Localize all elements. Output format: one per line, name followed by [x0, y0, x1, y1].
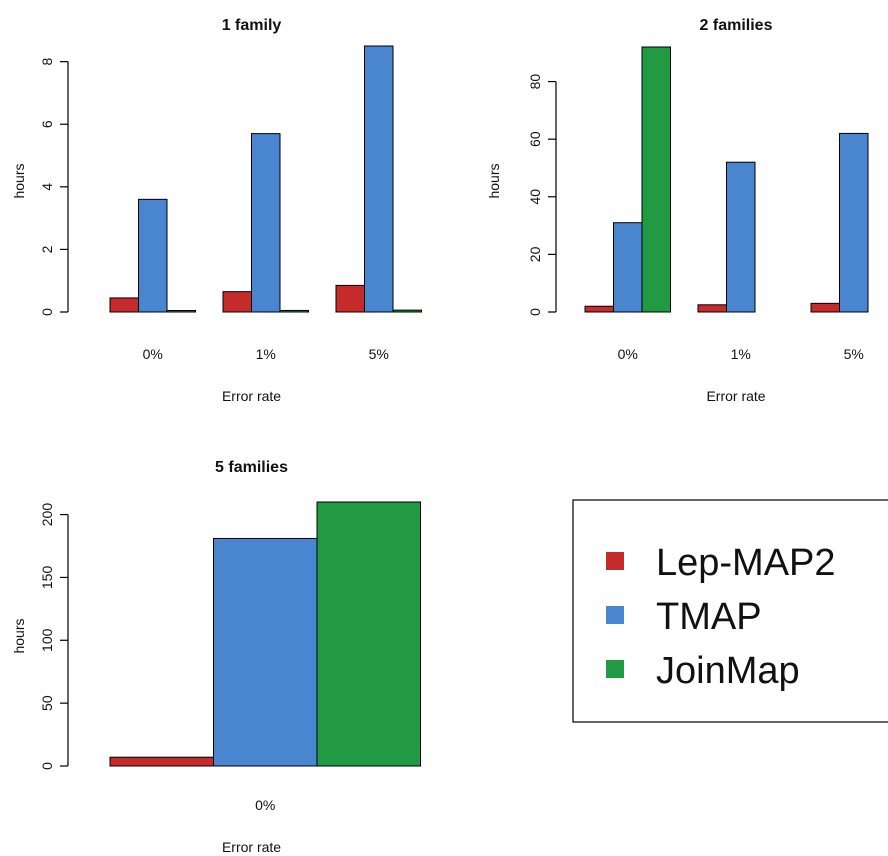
bar-joinmap-0	[641, 46, 671, 313]
y-tick-label: 80	[527, 74, 543, 90]
x-category-label: 0%	[618, 346, 638, 362]
bar-tmap-1	[726, 161, 756, 313]
legend-label-lep-map2: Lep-MAP2	[656, 542, 836, 584]
y-tick-label: 6	[39, 120, 55, 128]
bar-joinmap-0	[316, 501, 421, 767]
x-category-label: 5%	[369, 346, 389, 362]
y-tick-label: 150	[39, 566, 55, 590]
y-tick-label: 40	[527, 189, 543, 205]
y-tick-label: 4	[39, 183, 55, 191]
legend-box	[572, 499, 888, 723]
x-axis-label: Error rate	[222, 839, 281, 855]
y-tick-label: 60	[527, 131, 543, 147]
bar-lep-map2-5	[810, 302, 840, 313]
chart-5-families: 5 families 0 50 100 150 200 hours 0% Error rate	[11, 459, 421, 855]
bar-lep-map2-1	[697, 304, 727, 313]
legend-label-joinmap: JoinMap	[656, 650, 800, 692]
y-tick-label: 8	[39, 58, 55, 66]
x-category-label: 0%	[143, 346, 163, 362]
bar-tmap-0	[138, 198, 168, 313]
legend-swatch-lep-map2	[606, 552, 624, 570]
bar-tmap-1	[251, 133, 281, 313]
bar-lep-map2-1	[222, 291, 252, 313]
bar-tmap-5	[364, 45, 394, 313]
legend-swatch-joinmap	[606, 660, 624, 678]
chart-title: 5 families	[215, 459, 288, 476]
bar-tmap-5	[839, 132, 869, 313]
y-axis-label: hours	[11, 618, 27, 653]
bar-tmap-0	[213, 537, 318, 767]
bar-lep-map2-0	[584, 305, 614, 313]
bar-lep-map2-5	[335, 284, 365, 313]
bar-joinmap-1	[279, 309, 309, 313]
y-tick-label: 0	[39, 308, 55, 316]
bar-lep-map2-0	[109, 756, 214, 767]
y-tick-label: 0	[527, 308, 543, 316]
y-axis-label: hours	[11, 163, 27, 198]
y-tick-label: 2	[39, 245, 55, 253]
y-tick-label: 0	[39, 762, 55, 770]
chart-2-families: 2 families 0 20 40 60 80 hours 0% 1% 5% Error rate	[486, 17, 869, 404]
chart-1-family: 1 family 0 2 4 6 8 hours 0% 1% 5% Error rate	[11, 17, 422, 404]
x-category-label: 5%	[844, 346, 864, 362]
y-tick-label: 200	[39, 503, 55, 527]
chart-title: 1 family	[222, 17, 282, 34]
x-category-label: 1%	[731, 346, 751, 362]
legend: Lep-MAP2 TMAP JoinMap	[572, 499, 888, 723]
y-axis-label: hours	[486, 163, 502, 198]
bar-lep-map2-0	[109, 297, 139, 313]
x-axis-label: Error rate	[222, 388, 281, 404]
bar-tmap-0	[613, 222, 643, 313]
y-tick-label: 20	[527, 246, 543, 262]
x-category-label: 1%	[256, 346, 276, 362]
x-category-label: 0%	[255, 797, 275, 813]
chart-title: 2 families	[700, 17, 773, 34]
y-tick-label: 50	[39, 695, 55, 711]
y-tick-label: 100	[39, 628, 55, 652]
legend-swatch-tmap	[606, 606, 624, 624]
bar-joinmap-5	[392, 309, 422, 313]
legend-label-tmap: TMAP	[656, 596, 762, 638]
bar-joinmap-0	[166, 310, 196, 313]
x-axis-label: Error rate	[706, 388, 765, 404]
